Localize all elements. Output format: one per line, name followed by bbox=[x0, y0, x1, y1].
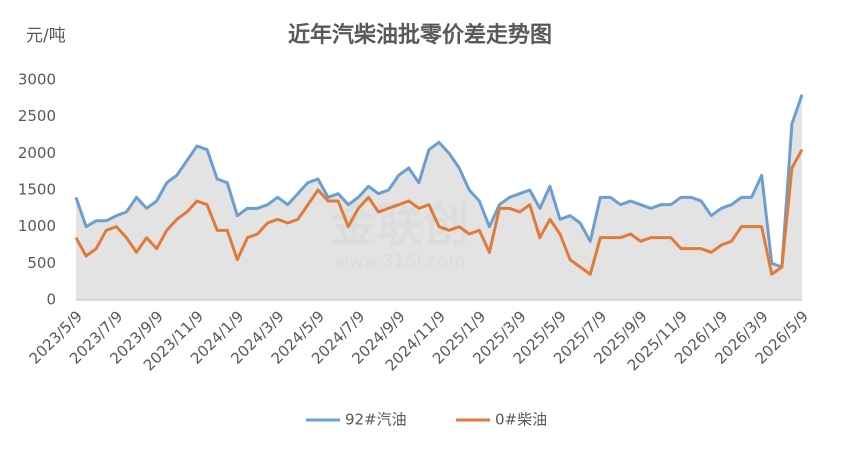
y-tick-label: 1000 bbox=[18, 217, 56, 235]
line bbox=[74, 94, 804, 269]
legend-label: 92#汽油 bbox=[345, 411, 407, 429]
area bbox=[76, 94, 802, 301]
y-tick-label: 0 bbox=[46, 291, 56, 309]
y-tick-label: 2500 bbox=[18, 107, 56, 125]
chart-title: 近年汽柴油批零价差走势图 bbox=[288, 22, 552, 48]
legend-label: 0#柴油 bbox=[495, 411, 547, 429]
y-tick-label: 1500 bbox=[18, 181, 56, 199]
line bbox=[74, 148, 804, 276]
y-tick-label: 500 bbox=[27, 254, 56, 272]
y-tick-label: 3000 bbox=[18, 71, 56, 89]
y-axis-label: 元/吨 bbox=[26, 26, 66, 46]
y-tick-label: 2000 bbox=[18, 144, 56, 162]
